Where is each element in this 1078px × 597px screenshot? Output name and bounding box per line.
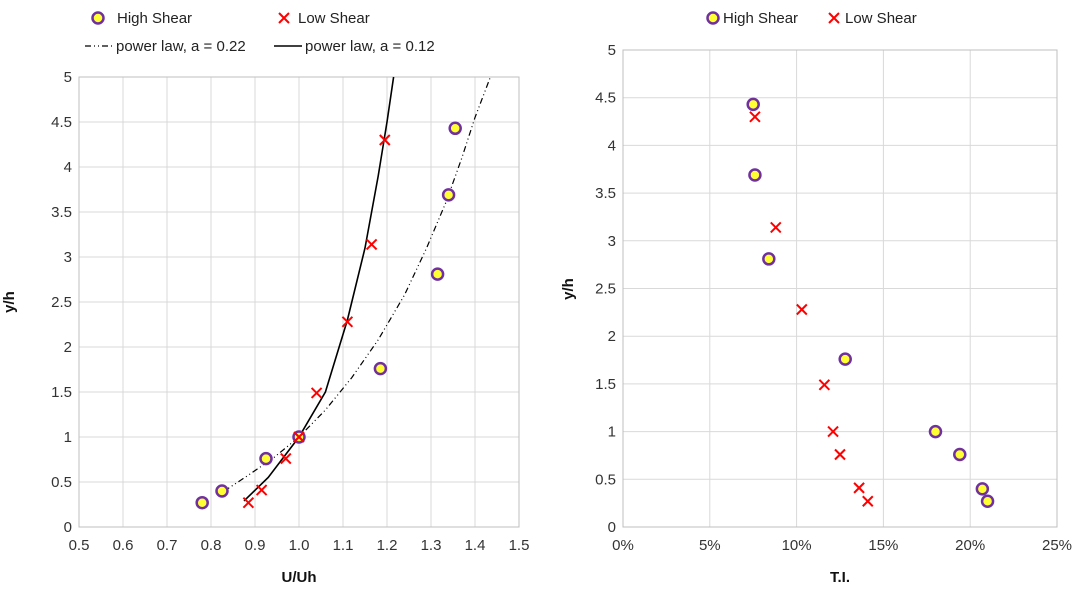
velocity-legend: High Shear Low Shear power law, a = 0.22… xyxy=(85,10,435,55)
y-tick-label: 3.5 xyxy=(595,185,616,202)
low-shear-point xyxy=(293,431,305,443)
legend-power-law-012-label: power law, a = 0.12 xyxy=(305,38,435,55)
y-tick-label: 4 xyxy=(608,137,616,154)
legend-low-shear-label: Low Shear xyxy=(845,10,917,27)
legend-power-law-022-label: power law, a = 0.22 xyxy=(116,38,246,55)
y-tick-label: 1.5 xyxy=(595,376,616,393)
legend-high-shear-marker xyxy=(706,11,720,25)
legend-high-shear-label: High Shear xyxy=(117,10,192,27)
low-shear-point xyxy=(280,452,292,465)
velocity-x-axis-title: U/Uh xyxy=(282,569,317,586)
low-shear-point xyxy=(310,387,323,399)
high-shear-point xyxy=(430,267,445,281)
y-tick-label: 3 xyxy=(64,249,72,266)
x-tick-label: 1.3 xyxy=(421,537,442,554)
high-shear-point xyxy=(441,188,456,202)
low-shear-point xyxy=(255,484,268,496)
legend-low-shear-label: Low Shear xyxy=(298,10,370,27)
x-tick-label: 1.1 xyxy=(333,537,354,554)
turbulence-y-axis-title: y/h xyxy=(560,278,577,300)
low-shear-point xyxy=(827,425,839,438)
high-shear-point xyxy=(838,352,852,366)
turbulence-x-axis-title: T.I. xyxy=(830,569,850,586)
low-shear-point xyxy=(796,303,808,316)
legend-low-shear-marker xyxy=(828,12,840,24)
y-tick-label: 0 xyxy=(64,519,72,536)
high-shear-point xyxy=(448,121,462,136)
turbulence-chart: 0% 5% 10% 15% 20% 25% 0 0.5 1 1.5 2 2.5 3 3.5 4 4.5 5 T… xyxy=(560,10,1072,586)
velocity-y-ticks: 0 0.5 1 1.5 2 2.5 3 3.5 4 4.5 5 xyxy=(51,69,72,536)
turbulence-plot-border xyxy=(622,49,1058,528)
x-tick-label: 0.5 xyxy=(69,537,90,554)
high-shear-point xyxy=(195,495,209,510)
y-tick-label: 4.5 xyxy=(595,90,616,107)
low-shear-point xyxy=(242,496,255,509)
legend-low-shear-marker xyxy=(278,12,290,24)
turbulence-markers xyxy=(746,97,995,508)
velocity-x-ticks: 0.5 0.6 0.7 0.8 0.9 1.0 1.1 1.2 1.3 1.4 1.5 xyxy=(69,537,530,554)
low-shear-point xyxy=(341,316,354,328)
y-tick-label: 0.5 xyxy=(51,474,72,491)
legend-high-shear-marker xyxy=(91,11,105,25)
x-tick-label: 1.0 xyxy=(289,537,310,554)
high-shear-point xyxy=(975,482,990,496)
x-tick-label: 1.2 xyxy=(377,537,398,554)
y-tick-label: 2.5 xyxy=(51,294,72,311)
high-shear-point xyxy=(762,252,776,266)
velocity-chart: 0.5 0.6 0.7 0.8 0.9 1.0 1.1 1.2 1.3 1.4 1.5 00.511… xyxy=(1,10,529,586)
x-tick-label: 0.9 xyxy=(245,537,266,554)
turbulence-legend: High Shear Low Shear xyxy=(706,10,917,27)
turbulence-x-ticks: 0% 5% 10% 15% 20% 25% xyxy=(612,537,1072,554)
low-shear-point xyxy=(853,482,865,494)
x-tick-label: 0.8 xyxy=(201,537,222,554)
y-tick-label: 3 xyxy=(608,233,616,250)
low-shear-point xyxy=(379,134,391,146)
velocity-y-axis-title: y/h xyxy=(1,291,18,313)
y-tick-label: 5 xyxy=(608,42,616,59)
low-shear-point xyxy=(862,495,874,507)
velocity-plot-border xyxy=(78,76,520,528)
low-shear-point xyxy=(834,448,846,461)
high-shear-point xyxy=(748,168,762,182)
x-tick-label: 0.7 xyxy=(157,537,178,554)
low-shear-point xyxy=(365,238,378,251)
x-tick-label: 0% xyxy=(612,537,634,554)
low-shear-point xyxy=(749,111,761,123)
high-shear-point xyxy=(980,494,995,508)
y-tick-label: 2 xyxy=(64,339,72,356)
x-tick-label: 15% xyxy=(868,537,898,554)
x-tick-label: 1.4 xyxy=(465,537,486,554)
y-tick-label: 2 xyxy=(608,328,616,345)
legend-high-shear-label: High Shear xyxy=(723,10,798,27)
velocity-markers xyxy=(195,121,462,510)
high-shear-point xyxy=(746,97,760,112)
high-shear-point xyxy=(953,447,967,462)
y-tick-label: 4 xyxy=(64,159,72,176)
y-tick-label: 3.5 xyxy=(51,204,72,221)
x-tick-label: 10% xyxy=(782,537,812,554)
low-shear-point xyxy=(818,379,831,391)
high-shear-point xyxy=(259,451,273,466)
low-shear-point xyxy=(770,221,782,234)
x-tick-label: 1.5 xyxy=(509,537,530,554)
power-law-a-0-22-curve xyxy=(223,76,491,492)
y-tick-label: 1.5 xyxy=(51,384,72,401)
turbulence-y-ticks: 0 0.5 1 1.5 2 2.5 3 3.5 4 4.5 5 xyxy=(595,42,616,536)
high-shear-point xyxy=(373,361,388,376)
x-tick-label: 25% xyxy=(1042,537,1072,554)
high-shear-point xyxy=(928,424,943,439)
high-shear-point xyxy=(215,484,229,498)
x-tick-label: 0.6 xyxy=(113,537,134,554)
y-tick-label: 4.5 xyxy=(51,114,72,131)
y-tick-label: 1 xyxy=(64,429,72,446)
velocity-grid xyxy=(78,76,520,528)
x-tick-label: 5% xyxy=(699,537,721,554)
y-tick-label: 0 xyxy=(608,519,616,536)
y-tick-label: 2.5 xyxy=(595,281,616,298)
x-tick-label: 20% xyxy=(955,537,985,554)
y-tick-label: 0.5 xyxy=(595,471,616,488)
y-tick-label: 5 xyxy=(64,69,72,86)
y-tick-label: 1 xyxy=(608,424,616,441)
